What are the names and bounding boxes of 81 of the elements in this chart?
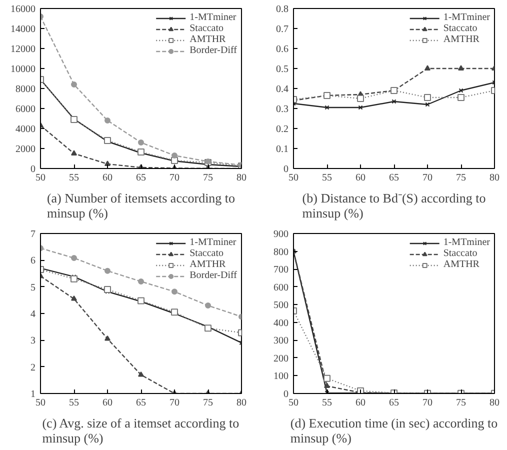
x-tick-label: 80	[236, 172, 246, 184]
y-tick-label: 12000	[10, 44, 36, 55]
legend-label: 1-MTminer	[190, 12, 236, 23]
x-tick-label: 50	[288, 398, 298, 408]
y-tick-label: 1	[30, 389, 36, 400]
x-tick-label: 80	[236, 398, 246, 408]
y-tick-label: 100	[274, 371, 288, 382]
legend-label: Border-Diff	[190, 45, 237, 56]
x-tick-label: 80	[490, 172, 500, 184]
legend-label: Staccato	[443, 248, 478, 259]
text: (b) Distance to Bd⁻(S) according to minsup (%)	[302, 190, 486, 220]
legend-label: Staccato	[190, 248, 224, 259]
x-tick-label: 60	[102, 172, 112, 184]
y-tick-label: 7	[30, 229, 36, 240]
legend-label: 1-MTminer	[190, 237, 236, 248]
y-tick-label: 0.4	[276, 84, 288, 95]
x-tick-label: 55	[322, 172, 332, 184]
x-tick-label: 70	[170, 398, 180, 408]
y-tick-label: 5	[30, 282, 36, 294]
legend-label: Staccato	[443, 23, 478, 34]
y-tick-label: 2000	[16, 144, 36, 155]
x-tick-label: 80	[490, 398, 500, 408]
y-tick-label: 0.3	[276, 104, 288, 115]
y-tick-label: 200	[274, 353, 288, 364]
y-tick-label: 10000	[10, 64, 36, 75]
text: (d) Execution time (in sec) according to minsup (%)	[290, 416, 498, 446]
x-tick-label: 65	[136, 172, 146, 184]
x-tick-label: 75	[456, 172, 466, 184]
x-tick-label: 50	[288, 172, 298, 184]
y-tick-label: 0.7	[276, 24, 288, 35]
y-tick-label: 0	[30, 164, 36, 175]
y-tick-label: 600	[274, 282, 288, 294]
y-tick-label: 16000	[10, 4, 36, 15]
x-tick-label: 60	[356, 172, 366, 184]
legend-label: AMTHR	[443, 34, 480, 45]
x-tick-label: 70	[422, 172, 432, 184]
y-tick-label: 14000	[10, 24, 36, 35]
legend-label: 1-MTminer	[443, 12, 490, 23]
x-tick-label: 75	[456, 398, 466, 408]
x-tick-label: 55	[69, 398, 79, 408]
legend-label: Staccato	[190, 23, 224, 34]
y-tick-label: 800	[274, 246, 288, 258]
legend-label: AMTHR	[190, 259, 226, 270]
y-tick-label: 900	[274, 229, 288, 240]
y-tick-label: 0.1	[276, 144, 288, 155]
x-tick-label: 70	[170, 172, 180, 184]
legend-label: AMTHR	[443, 259, 480, 270]
y-tick-label: 0	[284, 389, 288, 400]
y-tick-label: 4000	[16, 124, 36, 135]
legend-label: Border-Diff	[190, 270, 237, 281]
y-tick-label: 0.2	[276, 124, 288, 135]
x-tick-label: 50	[36, 172, 46, 184]
x-tick-label: 60	[356, 398, 366, 408]
x-tick-label: 65	[389, 172, 399, 184]
y-tick-label: 700	[274, 264, 288, 276]
y-tick-label: 0	[284, 164, 288, 175]
x-tick-label: 60	[102, 398, 112, 408]
x-tick-label: 75	[203, 398, 213, 408]
y-tick-label: 6000	[16, 104, 36, 115]
x-tick-label: 70	[422, 398, 432, 408]
x-tick-label: 65	[389, 398, 399, 408]
legend-label: 1-MTminer	[443, 237, 490, 248]
legend-label: AMTHR	[190, 34, 226, 45]
y-tick-label: 0.6	[276, 44, 288, 55]
y-tick-label: 6	[30, 256, 36, 267]
x-tick-label: 50	[36, 398, 46, 408]
y-tick-label: 8000	[16, 84, 36, 95]
text: (a) Number of itemsets according to minsup (%)	[46, 190, 236, 220]
x-tick-label: 55	[69, 172, 79, 184]
y-tick-label: 300	[274, 336, 288, 347]
y-tick-label: 500	[274, 300, 288, 312]
y-tick-label: 3	[30, 336, 36, 347]
y-tick-label: 4	[30, 309, 36, 320]
text: (c) Avg. size of a itemset according to minsup (%)	[42, 416, 240, 446]
y-tick-label: 0.8	[276, 4, 288, 15]
x-tick-label: 65	[136, 398, 146, 408]
x-tick-label: 75	[203, 172, 213, 184]
y-tick-label: 0.5	[276, 64, 288, 75]
y-tick-label: 2	[30, 362, 36, 374]
y-tick-label: 400	[274, 318, 288, 329]
x-tick-label: 55	[322, 398, 332, 408]
